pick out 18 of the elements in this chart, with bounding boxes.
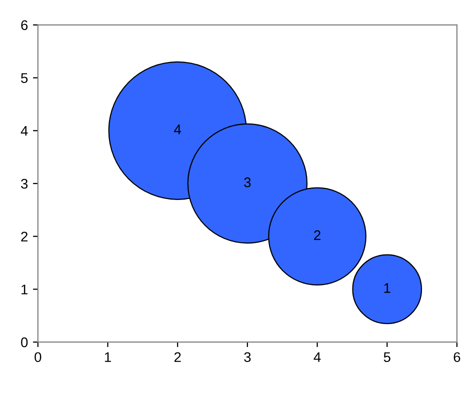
y-tick-label: 3 [21, 178, 28, 189]
data-label: 4 [174, 124, 182, 134]
data-label: 3 [244, 177, 251, 188]
y-tick-label: 4 [20, 126, 28, 136]
x-tick-label: 6 [454, 352, 460, 362]
x-tick-label: 0 [34, 352, 42, 362]
x-tick-label: 1 [104, 352, 111, 362]
x-tick-label: 4 [314, 352, 321, 362]
y-tick-label: 5 [21, 73, 28, 83]
y-tick-label: 1 [22, 284, 28, 294]
data-label: 2 [314, 230, 320, 240]
data-label: 1 [384, 283, 390, 293]
y-tick-label: 2 [21, 232, 28, 242]
x-tick-label: 2 [174, 352, 181, 362]
x-tick-label: 5 [384, 352, 390, 362]
y-tick-label: 6 [21, 20, 28, 30]
x-tick-label: 3 [244, 352, 251, 362]
y-tick-label: 0 [21, 337, 28, 348]
